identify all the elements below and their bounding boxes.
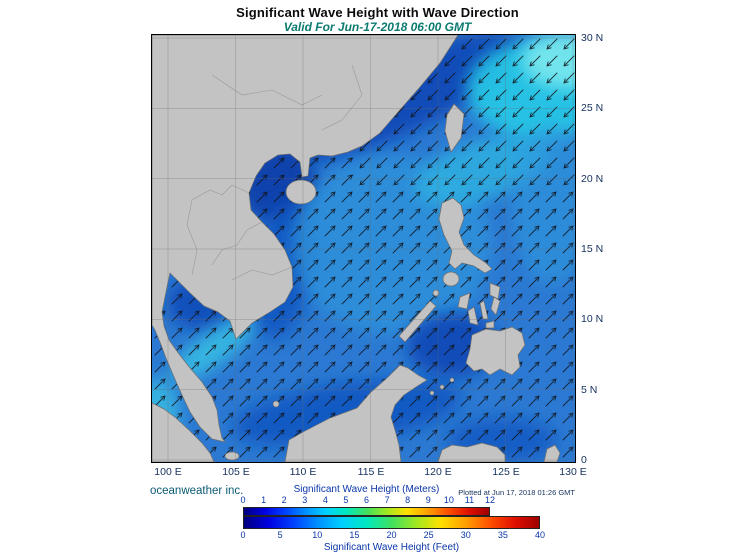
land-calamian [432,289,440,297]
land-sulu-2 [439,384,445,390]
meters-tick: 0 [240,495,246,505]
legend-meters-ticks: 0 1 2 3 4 5 6 7 8 9 10 11 12 [240,495,495,506]
feet-tick: 35 [497,530,508,540]
land-sulu-3 [429,390,435,396]
land-hainan [285,179,317,205]
land-cebu [479,300,489,320]
meters-tick: 12 [484,495,496,505]
meters-tick: 8 [405,495,411,505]
meters-tick: 1 [261,495,267,505]
meters-tick: 4 [322,495,328,505]
land-mindanao [465,326,526,376]
meters-tick: 11 [464,495,475,505]
land-luzon [438,197,493,274]
y-axis-tick-10n: 10 N [581,313,604,325]
feet-tick: 30 [460,530,471,540]
wave-height-map [151,34,576,463]
y-axis-tick-30n: 30 N [581,32,604,44]
land-negros [467,306,479,326]
map-canvas [152,35,575,462]
y-axis-tick-0: 0 [581,454,587,466]
legend-meters-label: Significant Wave Height (Meters) [293,484,440,495]
land-panay [457,292,471,310]
land-mainland-asia [152,35,459,443]
land-bohol [485,320,495,329]
oceanweather-credit: oceanweather inc. [150,485,244,497]
meters-tick: 3 [302,495,308,505]
land-bangka [224,451,240,461]
land-natuna [272,400,280,408]
land-taiwan [444,103,465,153]
y-axis-tick-15n: 15 N [581,243,604,255]
y-axis-tick-20n: 20 N [581,173,604,185]
feet-tick: 10 [312,530,323,540]
y-axis-tick-25n: 25 N [581,102,604,114]
x-axis-tick-110e: 110 E [289,466,317,478]
meters-tick: 9 [425,495,431,505]
x-axis-tick-120e: 120 E [424,466,452,478]
land-masses [152,35,561,462]
land-sulawesi [437,442,506,462]
land-palawan [398,300,437,343]
x-axis-tick-105e: 105 E [222,466,250,478]
interior-borders [186,64,363,281]
feet-tick: 25 [423,530,434,540]
plotted-timestamp: Plotted at Jun 17, 2018 01:26 GMT [458,488,575,497]
meters-tick: 10 [443,495,454,505]
x-axis-tick-100e: 100 E [154,466,182,478]
x-axis-tick-130e: 130 E [559,466,587,478]
feet-tick: 0 [240,530,246,540]
legend-feet-ticks: 0 5 10 15 20 25 30 35 40 [240,530,545,541]
land-halmahera [543,444,561,462]
x-axis-tick-115e: 115 E [357,466,385,478]
page-title: Significant Wave Height with Wave Direct… [236,5,519,20]
meters-tick: 6 [363,495,370,505]
land-borneo [284,364,428,462]
feet-tick: 20 [386,530,397,540]
meters-tick: 5 [343,495,349,505]
meters-tick: 7 [384,495,390,505]
land-leyte [490,296,501,316]
feet-tick: 40 [534,530,546,540]
feet-tick: 15 [349,530,360,540]
land-mindoro [442,271,460,287]
meters-tick: 2 [281,495,287,505]
land-sulu-1 [449,377,455,383]
legend-feet-label: Significant Wave Height (Feet) [323,542,460,553]
feet-tick: 5 [277,530,283,540]
y-axis-tick-5n: 5 N [581,384,598,396]
land-samar [489,282,501,300]
legend-colorbar-feet [243,516,540,529]
legend-colorbar-meters [243,507,490,516]
valid-time-subtitle: Valid For Jun-17-2018 06:00 GMT [283,20,472,34]
grid-lines [152,35,575,462]
x-axis-tick-125e: 125 E [492,466,520,478]
